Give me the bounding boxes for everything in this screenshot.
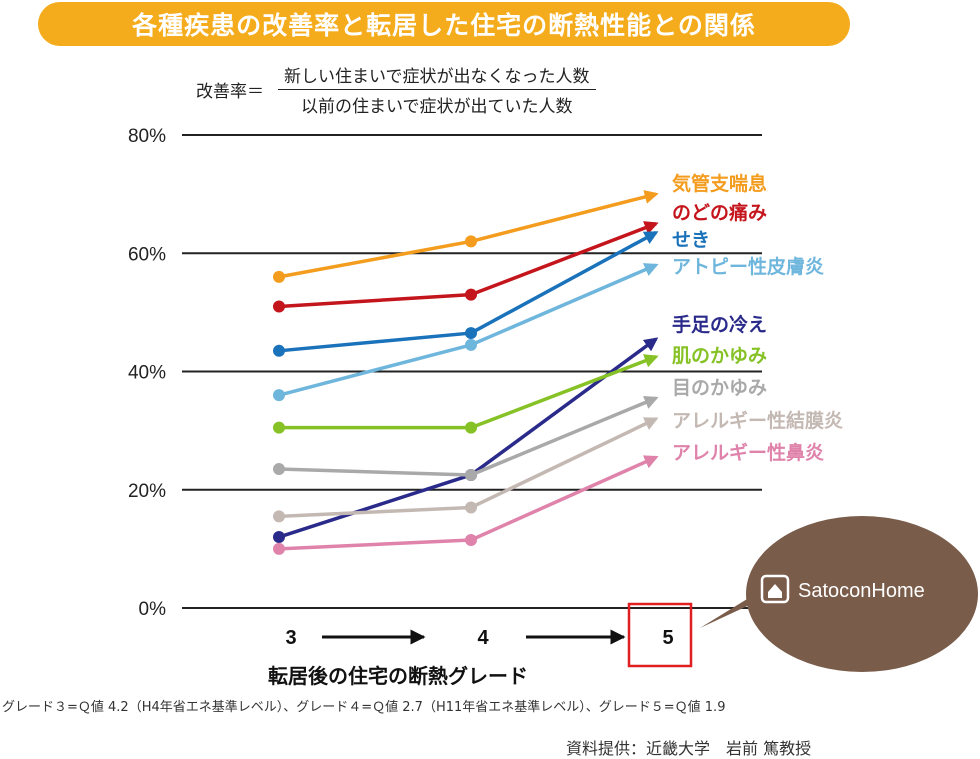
data-point [273, 270, 285, 283]
series-labels: 気管支喘息のどの痛みせきアトピー性皮膚炎手足の冷え肌のかゆみ目のかゆみアレルギー… [672, 172, 843, 464]
series-segment [470, 417, 659, 510]
data-point [273, 531, 285, 544]
series-segment [278, 473, 472, 539]
series-segment [470, 263, 659, 347]
data-point [465, 338, 477, 351]
series-line [273, 455, 659, 555]
y-tick-label: 0% [139, 599, 167, 620]
series-segment [278, 239, 472, 279]
series-segment [470, 190, 659, 244]
series-label: アレルギー性結膜炎 [672, 409, 843, 432]
x-tick-label: 5 [662, 627, 673, 649]
series-segment [470, 231, 659, 335]
chart-title: 各種疾患の改善率と転居した住宅の断熱性能との関係 [132, 11, 756, 40]
speech-bubble [746, 516, 978, 672]
data-point [465, 534, 477, 547]
series-line [273, 417, 659, 523]
series-label: 手足の冷え [672, 313, 767, 336]
series-label: アトピー性皮膚炎 [672, 255, 824, 278]
house-icon [760, 574, 790, 604]
series-line [273, 395, 659, 481]
data-point [273, 510, 285, 523]
series-segment [470, 395, 659, 477]
data-point [273, 344, 285, 357]
series-segment [470, 354, 659, 430]
data-point [273, 542, 285, 555]
y-tick-label: 60% [128, 244, 166, 265]
source-credit: 資料提供：近畿大学 岩前 篤教授 [566, 739, 812, 758]
series-line [273, 354, 659, 434]
highlight-box [627, 602, 693, 668]
x-axis: 3 4 5 [285, 602, 693, 668]
series-label: のどの痛み [672, 201, 767, 224]
series-label: 目のかゆみ [672, 377, 767, 399]
y-tick-label: 40% [128, 363, 166, 384]
series-line [273, 231, 659, 357]
data-point [465, 421, 477, 434]
data-point [465, 288, 477, 301]
data-point [465, 235, 477, 248]
x-tick-label: 3 [285, 627, 296, 649]
data-point [273, 421, 285, 434]
gridlines [182, 134, 762, 609]
y-tick-label: 80% [128, 126, 166, 147]
series-lines [273, 190, 659, 555]
series-segment [469, 337, 659, 477]
data-point [273, 389, 285, 402]
formula-denominator: 以前の住まいで症状が出ていた人数 [301, 96, 573, 117]
series-line [273, 190, 659, 283]
fraction-bar [278, 88, 596, 90]
logo-bubble: SatoconHome [700, 516, 978, 672]
logo-text: SatoconHome [798, 580, 925, 602]
formula-lhs: 改善率＝ [196, 81, 264, 102]
y-tick-label: 20% [128, 481, 166, 502]
series-segment [278, 467, 472, 477]
formula-fraction: 新しい住まいで症状が出なくなった人数 以前の住まいで症状が出ていた人数 [278, 62, 596, 117]
data-point [465, 468, 477, 481]
data-point [465, 501, 477, 514]
series-segment [278, 331, 472, 353]
x-tick-label: 4 [477, 627, 489, 649]
series-line [273, 221, 659, 313]
series-segment [278, 292, 472, 309]
series-segment [470, 455, 659, 542]
series-label: アレルギー性鼻炎 [672, 441, 824, 464]
series-label: せき [672, 229, 710, 251]
series-segment [278, 343, 472, 397]
title-banner: 各種疾患の改善率と転居した住宅の断熱性能との関係 [38, 2, 850, 46]
series-segment [278, 505, 472, 519]
data-point [465, 327, 477, 340]
improvement-formula: 改善率＝ 新しい住まいで症状が出なくなった人数 以前の住まいで症状が出ていた人数 [196, 62, 596, 117]
series-segment [278, 538, 472, 551]
line-chart: 0% 20% 40% 60% 80% 3 4 5 気管支喘息のどの痛みせきアトピー性皮膚炎手… [128, 126, 978, 672]
x-axis-title: 転居後の住宅の断熱グレード [268, 664, 528, 688]
grade-note: グレード３=Ｑ値 4.2（H4年省エネ基準レベル）、グレード４=Ｑ値 2.7（H… [2, 700, 726, 715]
series-segment [470, 221, 659, 297]
data-point [273, 463, 285, 476]
y-axis-ticks: 0% 20% 40% 60% 80% [128, 126, 166, 620]
series-line [273, 263, 659, 402]
series-label: 肌のかゆみ [672, 345, 767, 367]
formula-numerator: 新しい住まいで症状が出なくなった人数 [284, 66, 590, 87]
data-point [273, 300, 285, 313]
series-label: 気管支喘息 [672, 172, 767, 195]
